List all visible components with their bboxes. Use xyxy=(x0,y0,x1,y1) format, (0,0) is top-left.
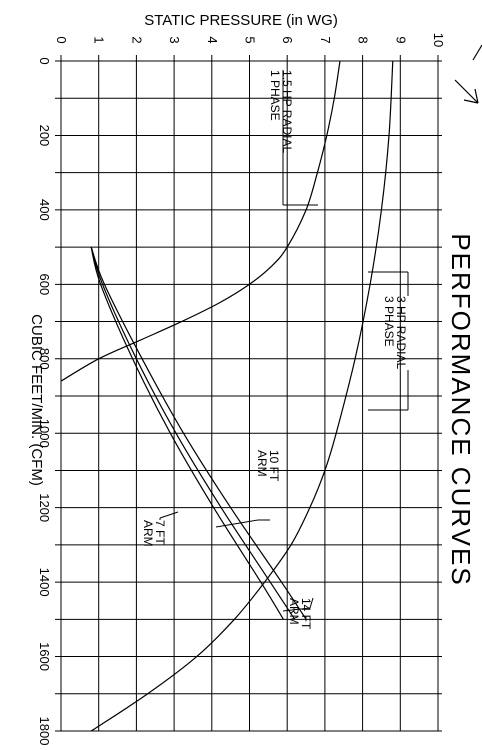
pressure-tick-label: 5 xyxy=(243,36,258,43)
cfm-tick-label: 0 xyxy=(37,57,52,64)
grid xyxy=(55,55,442,732)
leader-line xyxy=(215,519,259,528)
x-axis-title: CUBIC FEET/MIN. (CFM) xyxy=(28,314,45,486)
label-line: ARM xyxy=(287,598,301,625)
label-line: ARM xyxy=(255,450,269,477)
pressure-tick-label: 4 xyxy=(205,36,220,43)
label-line: 1 PHASE xyxy=(268,70,282,121)
cfm-tick-label: 1800 xyxy=(37,717,52,746)
pressure-tick-label: 2 xyxy=(129,36,144,43)
leader-line xyxy=(309,597,314,609)
curve-7-ft-arm xyxy=(90,246,284,620)
cfm-tick-label: 600 xyxy=(37,273,52,295)
label-line: 7 FT xyxy=(153,520,167,545)
label-line: 3 HP RADIAL xyxy=(394,296,408,369)
leader-line xyxy=(282,607,311,612)
label-line: 10 FT xyxy=(267,450,281,482)
curve-1-5-hp-radial-1-phase xyxy=(60,60,341,382)
cfm-tick-label: 1000 xyxy=(37,419,52,448)
series-lines xyxy=(60,60,394,732)
cfm-tick-label: 400 xyxy=(37,199,52,221)
cfm-tick-label: 1600 xyxy=(37,642,52,671)
curve-10-ft-arm xyxy=(90,246,296,620)
pressure-tick-label: 1 xyxy=(92,36,107,43)
label-line: ARM xyxy=(141,520,155,547)
cfm-tick-label: 200 xyxy=(37,125,52,147)
label-line: 3 PHASE xyxy=(382,296,396,347)
pressure-tick-label: 10 xyxy=(431,33,446,47)
cfm-tick-label: 1200 xyxy=(37,493,52,522)
leader-line xyxy=(159,511,179,519)
pressure-tick-label: 6 xyxy=(280,36,295,43)
y-axis-title: STATIC PRESSURE (in WG) xyxy=(144,12,338,29)
chart-title: PERFORMANCE CURVES xyxy=(446,233,476,586)
curve-14-ft-arm xyxy=(90,246,307,620)
pressure-tick-label: 8 xyxy=(356,36,371,43)
cfm-tick-label: 1400 xyxy=(37,568,52,597)
pressure-tick-label: 7 xyxy=(318,36,333,43)
curve-3-hp-radial-3-phase xyxy=(90,60,394,732)
label-line: 14 FT xyxy=(299,598,313,630)
tick-labels: 0 1 2 3 4 5 6 7 8 9 10 0 200 400 600 800 1000 1200 1400 160… xyxy=(37,33,446,746)
pressure-tick-label: 3 xyxy=(167,36,182,43)
pressure-tick-label: 0 xyxy=(54,36,69,43)
arrow-icon xyxy=(454,44,482,104)
cfm-tick-label: 800 xyxy=(37,348,52,370)
pressure-tick-label: 9 xyxy=(393,36,408,43)
